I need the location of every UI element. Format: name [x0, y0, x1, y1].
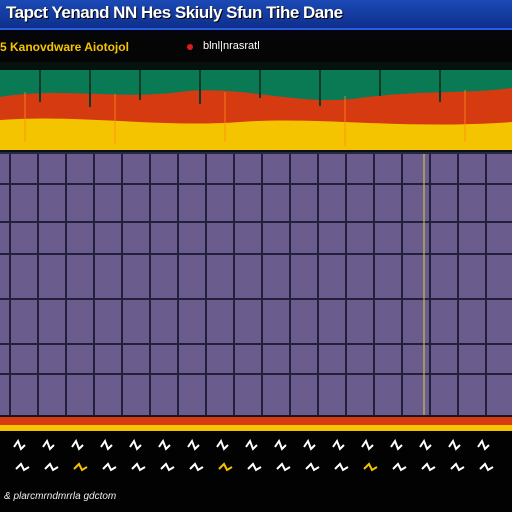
timeline-marker	[305, 462, 320, 472]
timeline-marker	[13, 438, 26, 451]
timeline-markers	[0, 417, 512, 472]
timeline-marker	[303, 438, 316, 451]
timeline-marker	[71, 438, 84, 451]
timeline-marker	[216, 438, 229, 451]
toolbar-extra-label[interactable]: blnl|nrasratl	[203, 40, 260, 52]
timeline-marker	[332, 438, 345, 451]
timeline-marker	[129, 438, 142, 451]
timeline-marker	[361, 438, 374, 451]
timeline-marker	[247, 462, 262, 472]
toolbar-number: 5	[0, 40, 7, 54]
timeline-marker	[160, 462, 175, 472]
grid-panel[interactable]	[0, 152, 512, 417]
timeline-marker	[363, 462, 378, 472]
timeline-marker	[448, 438, 461, 451]
timeline-marker	[158, 438, 171, 451]
toolbar: 5 Kanovdware Aiotojol blnl|nrasratl	[0, 34, 512, 62]
timeline-marker	[276, 462, 291, 472]
timeline-marker	[419, 438, 432, 451]
timeline-marker	[245, 438, 258, 451]
footer-text: & plarcmrndmrrla gdctom	[4, 491, 117, 502]
timeline-marker	[450, 462, 465, 472]
record-indicator-icon	[187, 44, 193, 50]
timeline-marker	[102, 462, 117, 472]
timeline-marker	[100, 438, 113, 451]
timeline-marker	[218, 462, 233, 472]
timeline-marker	[390, 438, 403, 451]
timeline-marker	[44, 462, 59, 472]
timeline-marker	[189, 462, 204, 472]
timeline-marker	[392, 462, 407, 472]
timeline-marker	[274, 438, 287, 451]
timeline-marker	[131, 462, 146, 472]
timeline-marker	[42, 438, 55, 451]
window-title: Tapct Yenand NN Hes Skiuly Sfun Tihe Dan…	[6, 3, 343, 22]
timeline-marker	[421, 462, 436, 472]
window-title-bar: Tapct Yenand NN Hes Skiuly Sfun Tihe Dan…	[0, 0, 512, 30]
timeline-marker	[334, 462, 349, 472]
timeline-marker	[187, 438, 200, 451]
grid-lines	[0, 154, 512, 415]
spectrum-view[interactable]	[0, 62, 512, 152]
timeline-strip[interactable]: & plarcmrndmrrla gdctom	[0, 417, 512, 512]
timeline-marker	[73, 462, 88, 472]
spectrum-graphic	[0, 62, 512, 152]
timeline-marker	[15, 462, 30, 472]
timeline-marker	[479, 462, 494, 472]
timeline-marker	[477, 438, 490, 451]
toolbar-label[interactable]: Kanovdware Aiotojol	[10, 40, 129, 54]
